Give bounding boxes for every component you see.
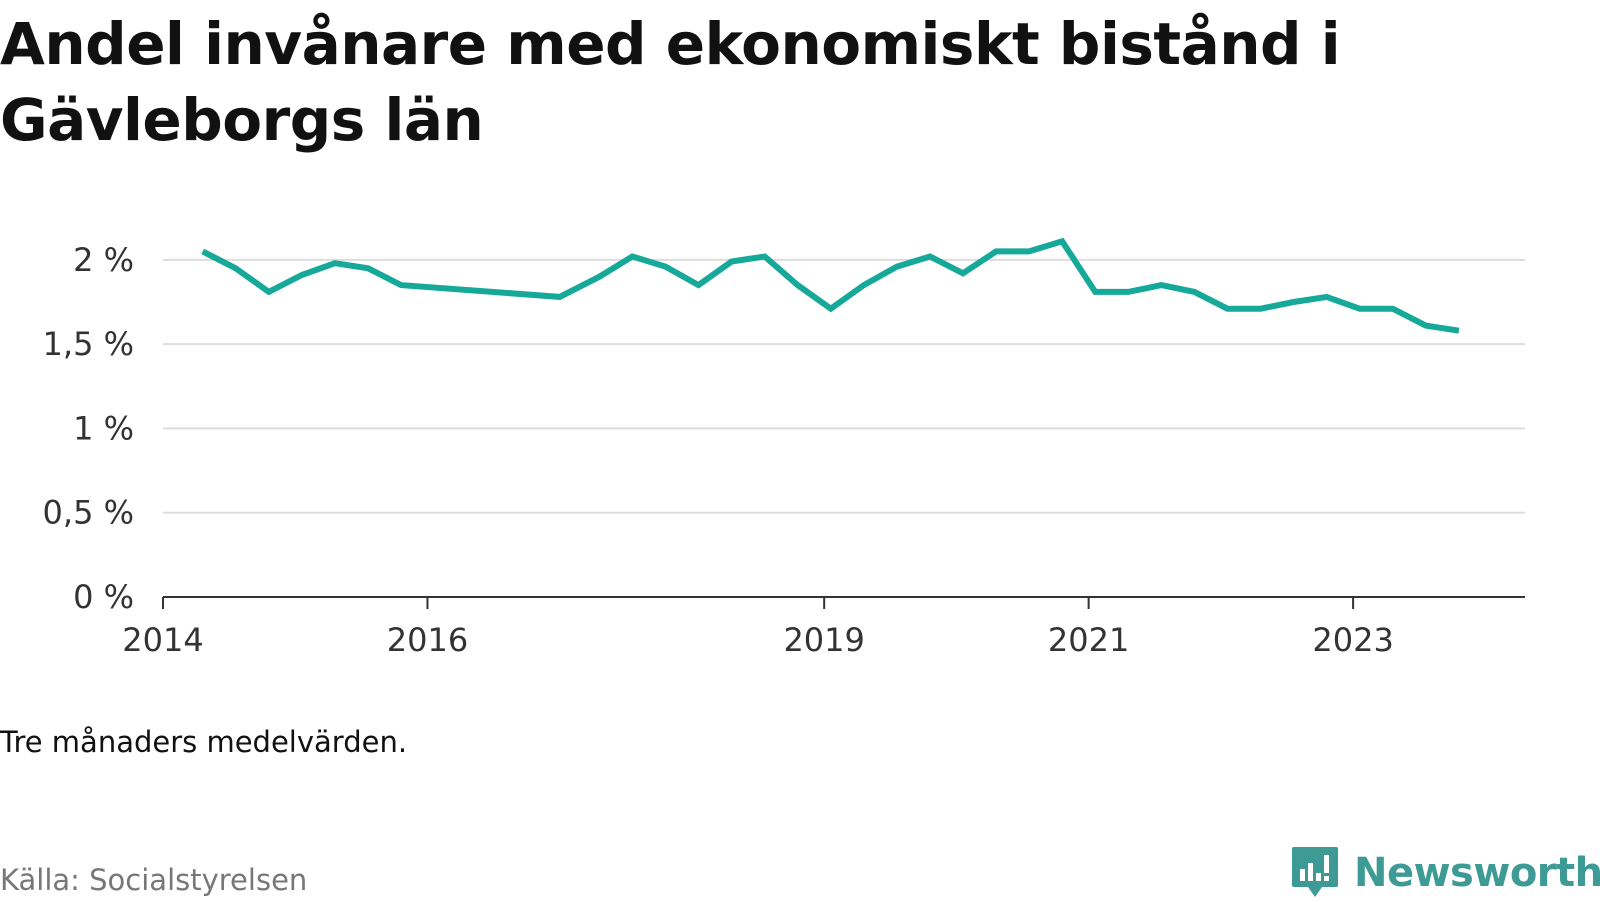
y-tick-label: 2 % [73,241,134,279]
series-lines [203,241,1459,330]
chart-note: Tre månaders medelvärden. [0,725,407,759]
y-axis-labels: 0 % 0,5 % 1 % 1,5 % 2 % [43,241,134,616]
brand-name: Newsworthy [1354,850,1600,896]
x-tick-label: 2019 [783,621,864,659]
source-label: Källa: Socialstyrelsen [0,863,307,897]
x-tick-label: 2021 [1048,621,1129,659]
x-tick-label: 2023 [1312,621,1393,659]
y-tick-label: 0,5 % [43,494,134,532]
line-chart: 0 % 0,5 % 1 % 1,5 % 2 % 2014 2016 2019 2021 2023 [0,220,1600,680]
brand-logo[interactable]: Newsworthy [1290,843,1600,903]
chart-title: Andel invånare med ekonomiskt bistånd i … [0,6,1560,158]
newsworthy-logo-icon [1290,845,1340,901]
y-tick-label: 0 % [73,578,134,616]
series-line [203,241,1459,330]
x-tick-label: 2014 [122,621,203,659]
y-tick-label: 1 % [73,409,134,447]
y-tick-label: 1,5 % [43,325,134,363]
x-tick-label: 2016 [387,621,468,659]
x-axis: 2014 2016 2019 2021 2023 [122,597,1525,659]
